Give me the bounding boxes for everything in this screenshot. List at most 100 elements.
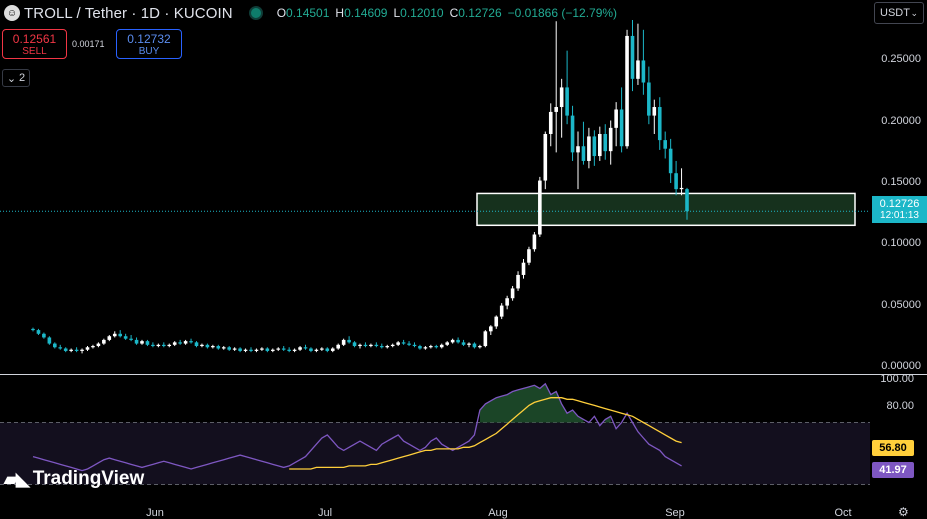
symbol-title[interactable]: TROLL / Tether · 1D · KUCOIN: [24, 4, 233, 22]
candle: [183, 341, 188, 344]
candle: [418, 346, 422, 349]
gear-icon[interactable]: ⚙: [898, 505, 909, 519]
candle: [385, 346, 390, 348]
y-tick-label: 0.05000: [881, 298, 921, 311]
candle: [221, 347, 226, 349]
candle: [614, 109, 618, 128]
candle: [254, 349, 259, 351]
ohlc-values: O0.14501 H0.14609 L0.12010 C0.12726 −0.0…: [276, 6, 618, 20]
support-zone: [476, 192, 856, 227]
candle: [407, 343, 411, 345]
candle: [336, 344, 340, 349]
candle: [527, 249, 531, 263]
candle: [538, 180, 542, 235]
candle: [63, 348, 68, 351]
candle: [58, 347, 63, 349]
candle: [630, 35, 635, 79]
candle: [483, 331, 488, 347]
sell-label: SELL: [22, 45, 47, 57]
candle: [548, 111, 553, 134]
candle: [80, 349, 84, 351]
candle: [401, 342, 406, 344]
candle: [516, 274, 520, 289]
candle: [576, 146, 580, 153]
candle: [69, 349, 73, 351]
candle: [309, 348, 313, 351]
market-status-icon[interactable]: [248, 6, 263, 20]
candle: [390, 344, 395, 347]
rsi-overbought-fill: [479, 383, 584, 423]
currency-select[interactable]: USDT ⌄: [874, 2, 924, 24]
buy-button[interactable]: 0.12732 BUY: [116, 29, 182, 59]
tradingview-logo-icon: ▰◣: [4, 468, 30, 489]
candle: [494, 316, 499, 327]
candle: [265, 348, 270, 351]
candle: [260, 348, 264, 350]
candle: [657, 107, 662, 141]
y-tick-label: 0.10000: [881, 237, 921, 250]
x-tick-label: Sep: [665, 507, 685, 519]
candle: [281, 348, 286, 350]
candle: [287, 349, 291, 351]
rsi-y-tick-label: 100.00: [880, 373, 914, 385]
indicators-toggle[interactable]: ⌄ 2: [2, 69, 30, 87]
candle: [608, 127, 613, 152]
candle: [358, 344, 362, 347]
sell-button[interactable]: 0.12561 SELL: [2, 29, 67, 59]
candle: [216, 346, 221, 349]
candle: [439, 344, 444, 348]
chevron-down-icon: ⌄: [910, 7, 918, 18]
candle: [581, 146, 586, 161]
candle: [636, 60, 640, 79]
candle: [532, 234, 537, 250]
candle: [369, 344, 373, 347]
candle: [162, 344, 166, 347]
candle: [521, 262, 526, 275]
candle: [178, 342, 182, 344]
candle: [36, 330, 41, 334]
y-tick-label: 0.15000: [881, 176, 921, 189]
candle: [107, 336, 112, 340]
troll-coin-icon[interactable]: ☺: [4, 5, 20, 21]
open-value: 0.14501: [286, 6, 330, 20]
high-value: 0.14609: [344, 6, 388, 20]
candle: [189, 341, 193, 343]
candle: [238, 348, 242, 351]
candle: [249, 349, 253, 351]
rsi-ma-line: [289, 397, 682, 470]
candle: [123, 336, 128, 339]
y-tick-label: 0.25000: [881, 53, 921, 66]
candle: [330, 348, 335, 351]
candle: [674, 173, 678, 190]
candle: [112, 333, 117, 337]
spread-value: 0.00171: [72, 39, 105, 49]
rsi-band-fill: [0, 422, 870, 485]
tradingview-logo[interactable]: ▰◣ TradingView: [4, 468, 144, 490]
candle: [172, 342, 177, 345]
candle: [412, 344, 417, 347]
last-price-label: 0.12726 12:01:13: [872, 196, 927, 223]
candle: [363, 344, 368, 347]
candle: [450, 339, 455, 343]
candle: [429, 346, 433, 348]
candle: [603, 133, 608, 152]
candle: [374, 344, 379, 347]
candle: [276, 348, 281, 350]
chart-header: ☺ TROLL / Tether · 1D · KUCOIN O0.14501 …: [0, 0, 617, 26]
candle: [499, 305, 504, 317]
candle: [510, 288, 515, 299]
candle: [352, 342, 357, 347]
candle: [118, 333, 122, 337]
y-tick-label: 0.00000: [881, 359, 921, 372]
x-tick-label: Aug: [488, 507, 508, 519]
candle: [679, 187, 684, 190]
candle: [320, 348, 324, 350]
candle: [140, 341, 144, 344]
candle: [314, 349, 319, 351]
x-tick-label: Jun: [146, 507, 164, 519]
candle: [554, 107, 558, 112]
candle: [347, 339, 351, 343]
candle: [227, 347, 231, 350]
candle: [303, 347, 308, 349]
